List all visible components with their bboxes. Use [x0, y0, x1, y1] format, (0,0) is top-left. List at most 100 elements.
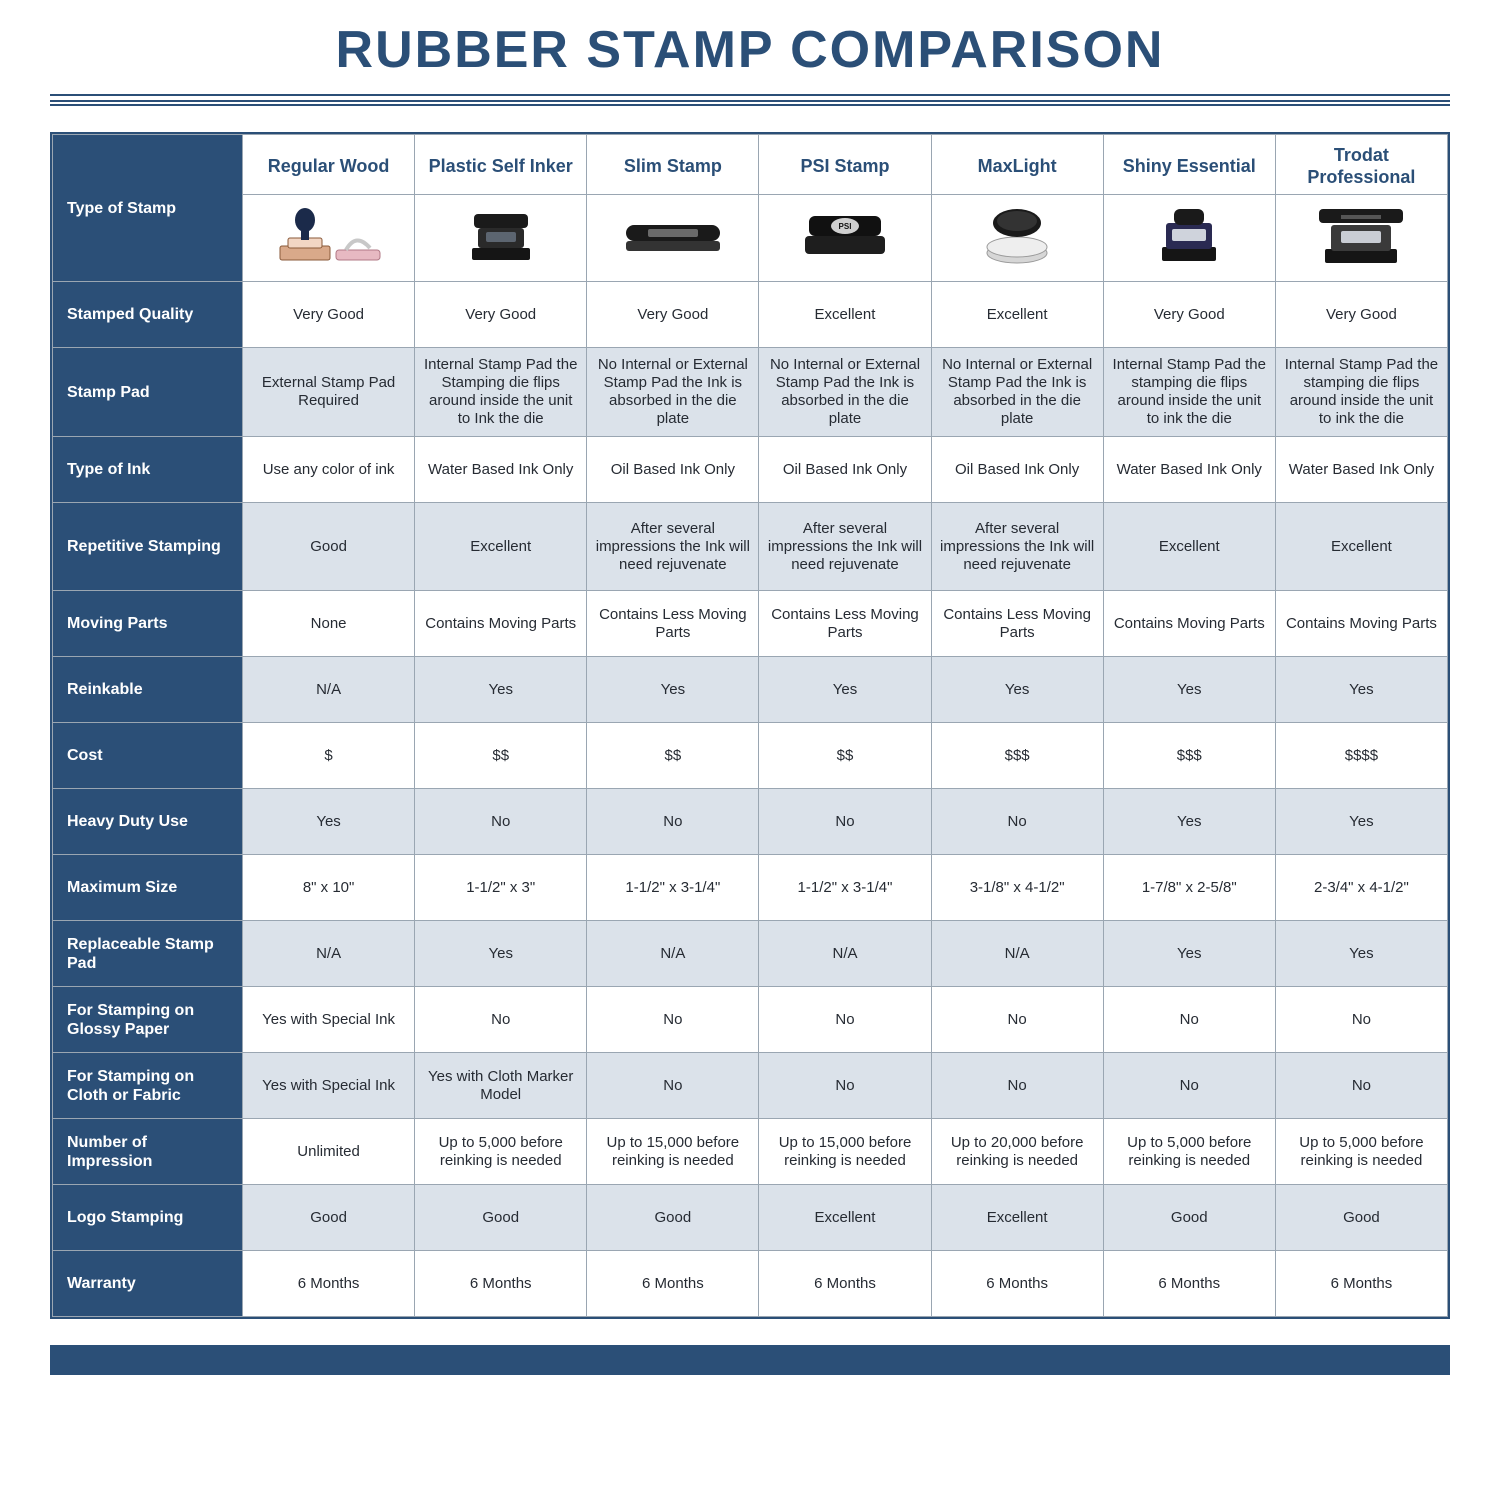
table-cell: 8" x 10"	[243, 855, 415, 921]
row-header: Reinkable	[53, 657, 243, 723]
table-cell: Yes with Special Ink	[243, 987, 415, 1053]
table-cell: Unlimited	[243, 1119, 415, 1185]
table-cell: Yes	[931, 657, 1103, 723]
table-cell: Very Good	[243, 282, 415, 348]
col-header: Shiny Essential	[1103, 135, 1275, 195]
col-header: Regular Wood	[243, 135, 415, 195]
table-cell: $$$	[1103, 723, 1275, 789]
trodat-professional-icon	[1311, 203, 1411, 268]
table-cell: Water Based Ink Only	[1275, 437, 1447, 503]
table-cell: Excellent	[759, 282, 931, 348]
table-cell: Yes with Cloth Marker Model	[415, 1053, 587, 1119]
row-header: Replaceable Stamp Pad	[53, 921, 243, 987]
stamp-icon-cell	[243, 195, 415, 282]
table-cell: 1-7/8" x 2-5/8"	[1103, 855, 1275, 921]
row-header: Repetitive Stamping	[53, 503, 243, 591]
table-cell: Very Good	[1275, 282, 1447, 348]
table-cell: No	[759, 987, 931, 1053]
row-header: Stamped Quality	[53, 282, 243, 348]
col-header: PSI Stamp	[759, 135, 931, 195]
table-cell: 3-1/8" x 4-1/2"	[931, 855, 1103, 921]
table-cell: Good	[587, 1185, 759, 1251]
table-cell: External Stamp Pad Required	[243, 348, 415, 437]
header-row: Type of Stamp Regular Wood Plastic Self …	[53, 135, 1448, 195]
table-cell: 6 Months	[1103, 1251, 1275, 1317]
table-row: Logo StampingGoodGoodGoodExcellentExcell…	[53, 1185, 1448, 1251]
col-header: Plastic Self Inker	[415, 135, 587, 195]
table-cell: After several impressions the Ink will n…	[931, 503, 1103, 591]
table-cell: Internal Stamp Pad the stamping die flip…	[1275, 348, 1447, 437]
table-row: Type of InkUse any color of inkWater Bas…	[53, 437, 1448, 503]
slim-stamp-icon	[618, 211, 728, 261]
table-cell: Up to 15,000 before reinking is needed	[587, 1119, 759, 1185]
table-cell: 6 Months	[931, 1251, 1103, 1317]
table-cell: 1-1/2" x 3-1/4"	[759, 855, 931, 921]
table-cell: Oil Based Ink Only	[931, 437, 1103, 503]
table-cell: Excellent	[759, 1185, 931, 1251]
row-header: Heavy Duty Use	[53, 789, 243, 855]
table-cell: No	[931, 1053, 1103, 1119]
table-cell: Yes	[1103, 789, 1275, 855]
table-cell: Internal Stamp Pad the stamping die flip…	[1103, 348, 1275, 437]
table-cell: Excellent	[415, 503, 587, 591]
row-header: Type of Ink	[53, 437, 243, 503]
icon-row: PSI	[53, 195, 1448, 282]
table-cell: 1-1/2" x 3"	[415, 855, 587, 921]
table-cell: Good	[243, 503, 415, 591]
table-cell: No	[931, 987, 1103, 1053]
svg-text:PSI: PSI	[839, 222, 852, 231]
table-cell: Yes	[587, 657, 759, 723]
stamp-icon-cell	[587, 195, 759, 282]
table-cell: 6 Months	[415, 1251, 587, 1317]
stamp-icon-cell	[1103, 195, 1275, 282]
table-cell: 6 Months	[759, 1251, 931, 1317]
table-row: Warranty6 Months6 Months6 Months6 Months…	[53, 1251, 1448, 1317]
table-cell: 6 Months	[243, 1251, 415, 1317]
table-cell: No	[415, 987, 587, 1053]
table-cell: Yes	[415, 657, 587, 723]
table-cell: Oil Based Ink Only	[759, 437, 931, 503]
psi-stamp-icon: PSI	[795, 208, 895, 263]
table-row: For Stamping on Glossy PaperYes with Spe…	[53, 987, 1448, 1053]
table-row: Stamped QualityVery GoodVery GoodVery Go…	[53, 282, 1448, 348]
table-cell: Water Based Ink Only	[415, 437, 587, 503]
table-cell: Contains Moving Parts	[1275, 591, 1447, 657]
table-row: Stamp PadExternal Stamp Pad RequiredInte…	[53, 348, 1448, 437]
row-header: Moving Parts	[53, 591, 243, 657]
table-cell: 6 Months	[587, 1251, 759, 1317]
table-cell: After several impressions the Ink will n…	[759, 503, 931, 591]
table-cell: Water Based Ink Only	[1103, 437, 1275, 503]
table-cell: N/A	[759, 921, 931, 987]
table-cell: Excellent	[931, 1185, 1103, 1251]
table-cell: Good	[1103, 1185, 1275, 1251]
table-cell: $	[243, 723, 415, 789]
table-cell: Up to 20,000 before reinking is needed	[931, 1119, 1103, 1185]
stamp-icon-cell	[1275, 195, 1447, 282]
table-cell: No	[1103, 987, 1275, 1053]
table-cell: Yes	[1103, 657, 1275, 723]
table-row: Maximum Size8" x 10"1-1/2" x 3" 1-1/2" x …	[53, 855, 1448, 921]
title-block: RUBBER STAMP COMPARISON	[50, 20, 1450, 106]
table-cell: Yes	[415, 921, 587, 987]
table-row: Replaceable Stamp PadN/AYesN/AN/AN/AYesY…	[53, 921, 1448, 987]
table-cell: No	[1275, 1053, 1447, 1119]
table-cell: Yes	[1275, 789, 1447, 855]
row-header: Warranty	[53, 1251, 243, 1317]
table-cell: Good	[243, 1185, 415, 1251]
table-row: Cost$$$$$$$$$$$$$$$$$	[53, 723, 1448, 789]
table-row: Moving PartsNoneContains Moving PartsCon…	[53, 591, 1448, 657]
table-cell: Good	[415, 1185, 587, 1251]
stamp-icon-cell	[931, 195, 1103, 282]
table-cell: Yes with Special Ink	[243, 1053, 415, 1119]
self-inker-icon	[456, 206, 546, 266]
stamp-icon-cell: PSI	[759, 195, 931, 282]
table-cell: Up to 5,000 before reinking is needed	[1275, 1119, 1447, 1185]
row-header: Maximum Size	[53, 855, 243, 921]
table-cell: Yes	[1275, 657, 1447, 723]
table-cell: Use any color of ink	[243, 437, 415, 503]
table-cell: N/A	[587, 921, 759, 987]
table-cell: Very Good	[587, 282, 759, 348]
row-header: Logo Stamping	[53, 1185, 243, 1251]
col-header: Slim Stamp	[587, 135, 759, 195]
table-cell: No	[759, 789, 931, 855]
